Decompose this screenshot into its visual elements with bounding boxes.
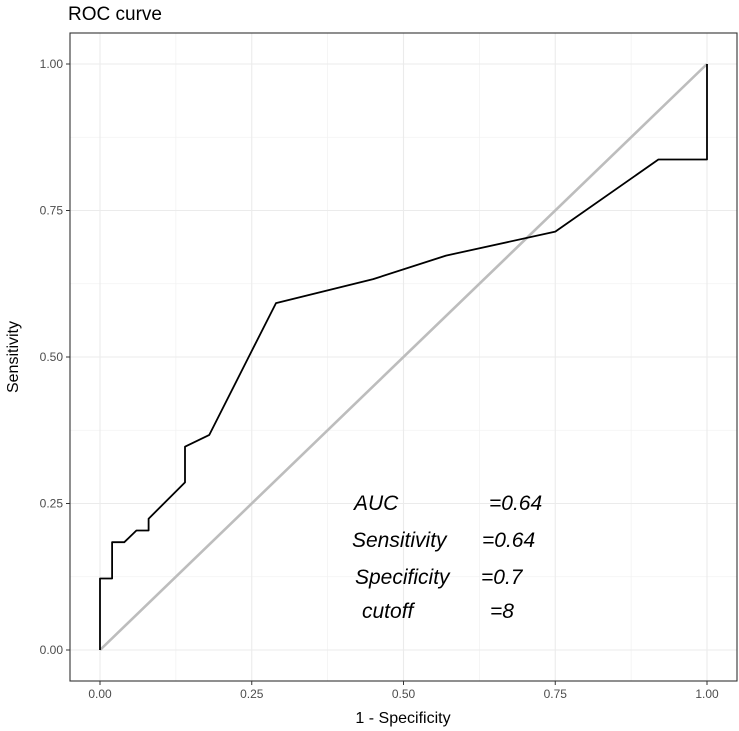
reference-diagonal-line xyxy=(99,63,708,651)
x-tick-label: 0.75 xyxy=(544,687,568,701)
y-axis-title: Sensitivity xyxy=(5,321,22,393)
annotation-label: Sensitivity xyxy=(352,529,448,552)
y-axis-ticks: 0.00 0.25 0.50 0.75 1.00 xyxy=(40,57,70,657)
annotation-value: =0.64 xyxy=(489,492,542,515)
x-tick-label: 0.00 xyxy=(88,687,112,701)
chart-title: ROC curve xyxy=(68,4,162,25)
roc-curve-line xyxy=(99,64,708,650)
annotation-label: cutoff xyxy=(362,600,416,623)
annotation-value: =0.7 xyxy=(481,566,524,589)
x-tick-label: 0.50 xyxy=(392,687,416,701)
stats-annotation: AUC =0.64 Sensitivity =0.64 Specificity =0.7 c… xyxy=(352,492,542,623)
annotation-value: =8 xyxy=(490,600,514,623)
y-tick-label: 1.00 xyxy=(40,57,64,71)
x-tick-label: 1.00 xyxy=(695,687,719,701)
x-tick-label: 0.25 xyxy=(240,687,264,701)
y-tick-label: 0.75 xyxy=(40,204,64,218)
annotation-label: AUC xyxy=(352,492,399,515)
y-tick-label: 0.50 xyxy=(40,350,64,364)
y-tick-label: 0.25 xyxy=(40,497,64,511)
annotation-label: Specificity xyxy=(355,566,451,589)
x-axis-ticks: 0.00 0.25 0.50 0.75 1.00 xyxy=(88,681,719,701)
major-gridlines xyxy=(70,33,737,681)
series-layer xyxy=(99,63,708,651)
annotation-value: =0.64 xyxy=(482,529,535,552)
x-axis-title: 1 - Specificity xyxy=(355,710,450,727)
y-tick-label: 0.00 xyxy=(40,643,64,657)
